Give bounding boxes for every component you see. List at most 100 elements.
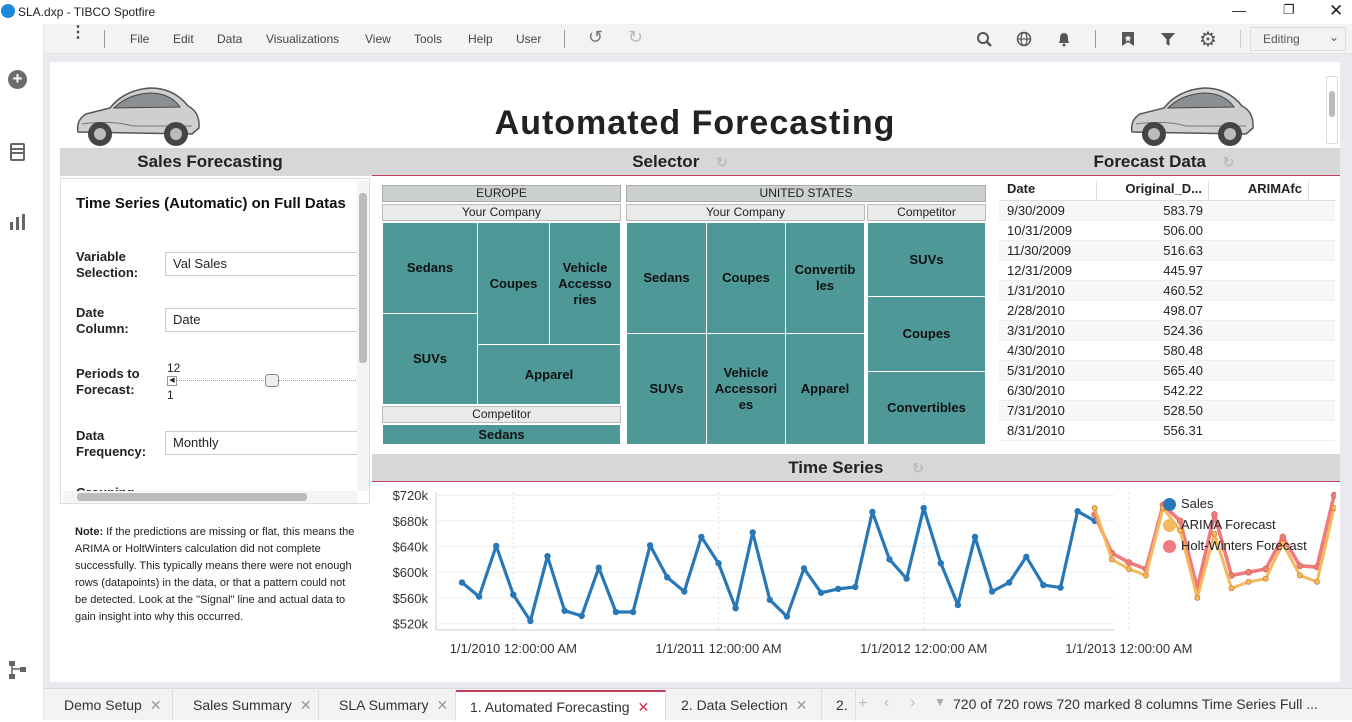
table-row[interactable]: 5/31/2010 565.40 [999,361,1335,381]
close-tab-icon[interactable]: ✕ [795,697,808,713]
data-point[interactable] [1245,568,1252,576]
data-point[interactable] [732,604,739,612]
variable-selection-select[interactable]: Val Sales [165,252,365,276]
data-point[interactable] [749,529,756,536]
data-point[interactable] [1262,565,1270,573]
legend-item-sales[interactable]: Sales [1163,493,1307,514]
data-point[interactable] [1314,578,1320,585]
table-row[interactable]: 7/31/2010 528.50 [999,401,1335,421]
bell-icon[interactable] [1056,31,1072,47]
data-point[interactable] [458,579,466,586]
data-point[interactable] [1006,579,1013,586]
data-point[interactable] [1211,511,1218,518]
data-point[interactable] [510,591,517,598]
data-point[interactable] [954,601,962,609]
treemap-cell-eu-comp-sedans[interactable]: Sedans [382,424,621,445]
treemap-cell-eu-coupes[interactable]: Coupes [477,222,550,345]
globe-icon[interactable] [1016,31,1032,47]
data-point[interactable] [595,564,602,571]
table-row[interactable]: 9/30/2009 583.79 [999,201,1335,221]
date-column-select[interactable]: Date [165,308,365,332]
maximize-button[interactable]: ❐ [1283,2,1295,17]
tab-overflow[interactable]: 2. [822,690,856,721]
data-point[interactable] [578,612,585,620]
page-scrollbar[interactable] [1326,76,1338,144]
data-point[interactable] [1331,505,1337,511]
page-list-chevron-icon[interactable]: ▼ [934,695,946,709]
data-flow-icon[interactable] [8,660,28,680]
table-row[interactable]: 12/31/2009 445.97 [999,261,1335,281]
next-page-icon[interactable]: › [910,694,916,711]
data-point[interactable] [1279,533,1287,541]
data-point[interactable] [544,552,551,560]
data-point[interactable] [561,607,568,614]
treemap-cell-eu-suvs[interactable]: SUVs [382,313,478,405]
data-point[interactable] [493,542,500,550]
data-point[interactable] [766,596,773,604]
close-tab-icon[interactable]: ✕ [149,697,162,713]
treemap-subheader-eu-competitor[interactable]: Competitor [382,406,621,423]
tab-automated-forecasting[interactable]: 1. Automated Forecasting ✕ [456,690,666,721]
pages-icon[interactable] [10,143,25,161]
previous-page-icon[interactable]: ‹ [884,694,890,711]
table-row[interactable]: 2/28/2010 498.07 [999,301,1335,321]
time-series-chart[interactable]: $720k $680k $640k $600k $560k $520k 1/1/2010 1… [376,484,1336,664]
form-horizontal-scrollbar[interactable] [63,491,357,503]
mode-dropdown[interactable]: Editing ⌄ [1250,27,1346,51]
data-point[interactable] [1126,566,1132,572]
data-point[interactable] [646,542,654,549]
treemap-cell-us-coupes[interactable]: Coupes [706,222,786,334]
table-row[interactable]: 6/30/2010 542.22 [999,381,1335,401]
table-row[interactable]: 1/31/2010 460.52 [999,281,1335,301]
data-point[interactable] [681,588,688,595]
column-header-arimafc[interactable]: ARIMAfc [1209,181,1309,200]
data-point[interactable] [527,617,534,625]
treemap-cell-us-vehicle-accessories[interactable]: Vehicle Accessori es [706,333,786,445]
data-point[interactable] [1023,553,1030,561]
treemap-cell-us-convertibles[interactable]: Convertib les [785,222,865,334]
refresh-icon[interactable]: ↻ [1222,154,1235,170]
data-point[interactable] [1194,595,1201,601]
close-tab-icon[interactable]: ✕ [299,697,312,713]
minimize-button[interactable]: — [1232,2,1246,18]
table-row[interactable]: 3/31/2010 524.36 [999,321,1335,341]
data-frequency-select[interactable]: Monthly [165,431,365,455]
data-point[interactable] [1057,584,1064,591]
data-point[interactable] [664,574,671,581]
column-header-original[interactable]: Original_D... [1097,181,1209,200]
data-point[interactable] [886,556,893,563]
close-tab-icon[interactable]: ✕ [637,699,650,715]
data-point[interactable] [1262,575,1269,582]
tab-sla-summary[interactable]: SLA Summary ✕ [319,690,456,721]
undo-icon[interactable]: ↺ [588,27,604,47]
data-point[interactable] [869,508,876,516]
column-header-date[interactable]: Date [999,181,1097,200]
treemap-cell-us-sedans[interactable]: Sedans [626,222,707,334]
data-point[interactable] [988,588,996,595]
legend-item-arima[interactable]: ARIMA Forecast [1163,514,1307,535]
settings-gear-icon[interactable]: ⚙ [1199,29,1217,51]
treemap-cell-us-apparel[interactable]: Apparel [785,333,865,445]
treemap-header-united-states[interactable]: UNITED STATES [626,185,986,202]
tab-sales-summary[interactable]: Sales Summary ✕ [173,690,319,721]
add-page-icon[interactable]: + [858,695,868,712]
refresh-icon[interactable]: ↻ [912,460,924,476]
filter-icon[interactable] [1160,31,1176,47]
treemap-cell-eu-apparel[interactable]: Apparel [477,344,621,405]
menu-data[interactable]: Data [217,32,243,46]
data-point[interactable] [1245,578,1252,585]
data-point[interactable] [971,533,979,541]
series-line-0[interactable] [460,506,1096,623]
data-point[interactable] [698,533,705,541]
data-point[interactable] [852,583,859,591]
treemap-subheader-eu-your-company[interactable]: Your Company [382,204,621,221]
close-window-button[interactable]: ✕ [1329,1,1344,20]
table-row[interactable]: 11/30/2009 516.63 [999,241,1335,261]
search-icon[interactable] [976,31,992,47]
menu-view[interactable]: View [365,32,391,46]
menu-edit[interactable]: Edit [173,32,194,46]
data-point[interactable] [715,560,722,567]
bookmark-icon[interactable] [1120,31,1136,47]
data-point[interactable] [835,585,842,593]
table-row[interactable]: 4/30/2010 580.48 [999,341,1335,361]
